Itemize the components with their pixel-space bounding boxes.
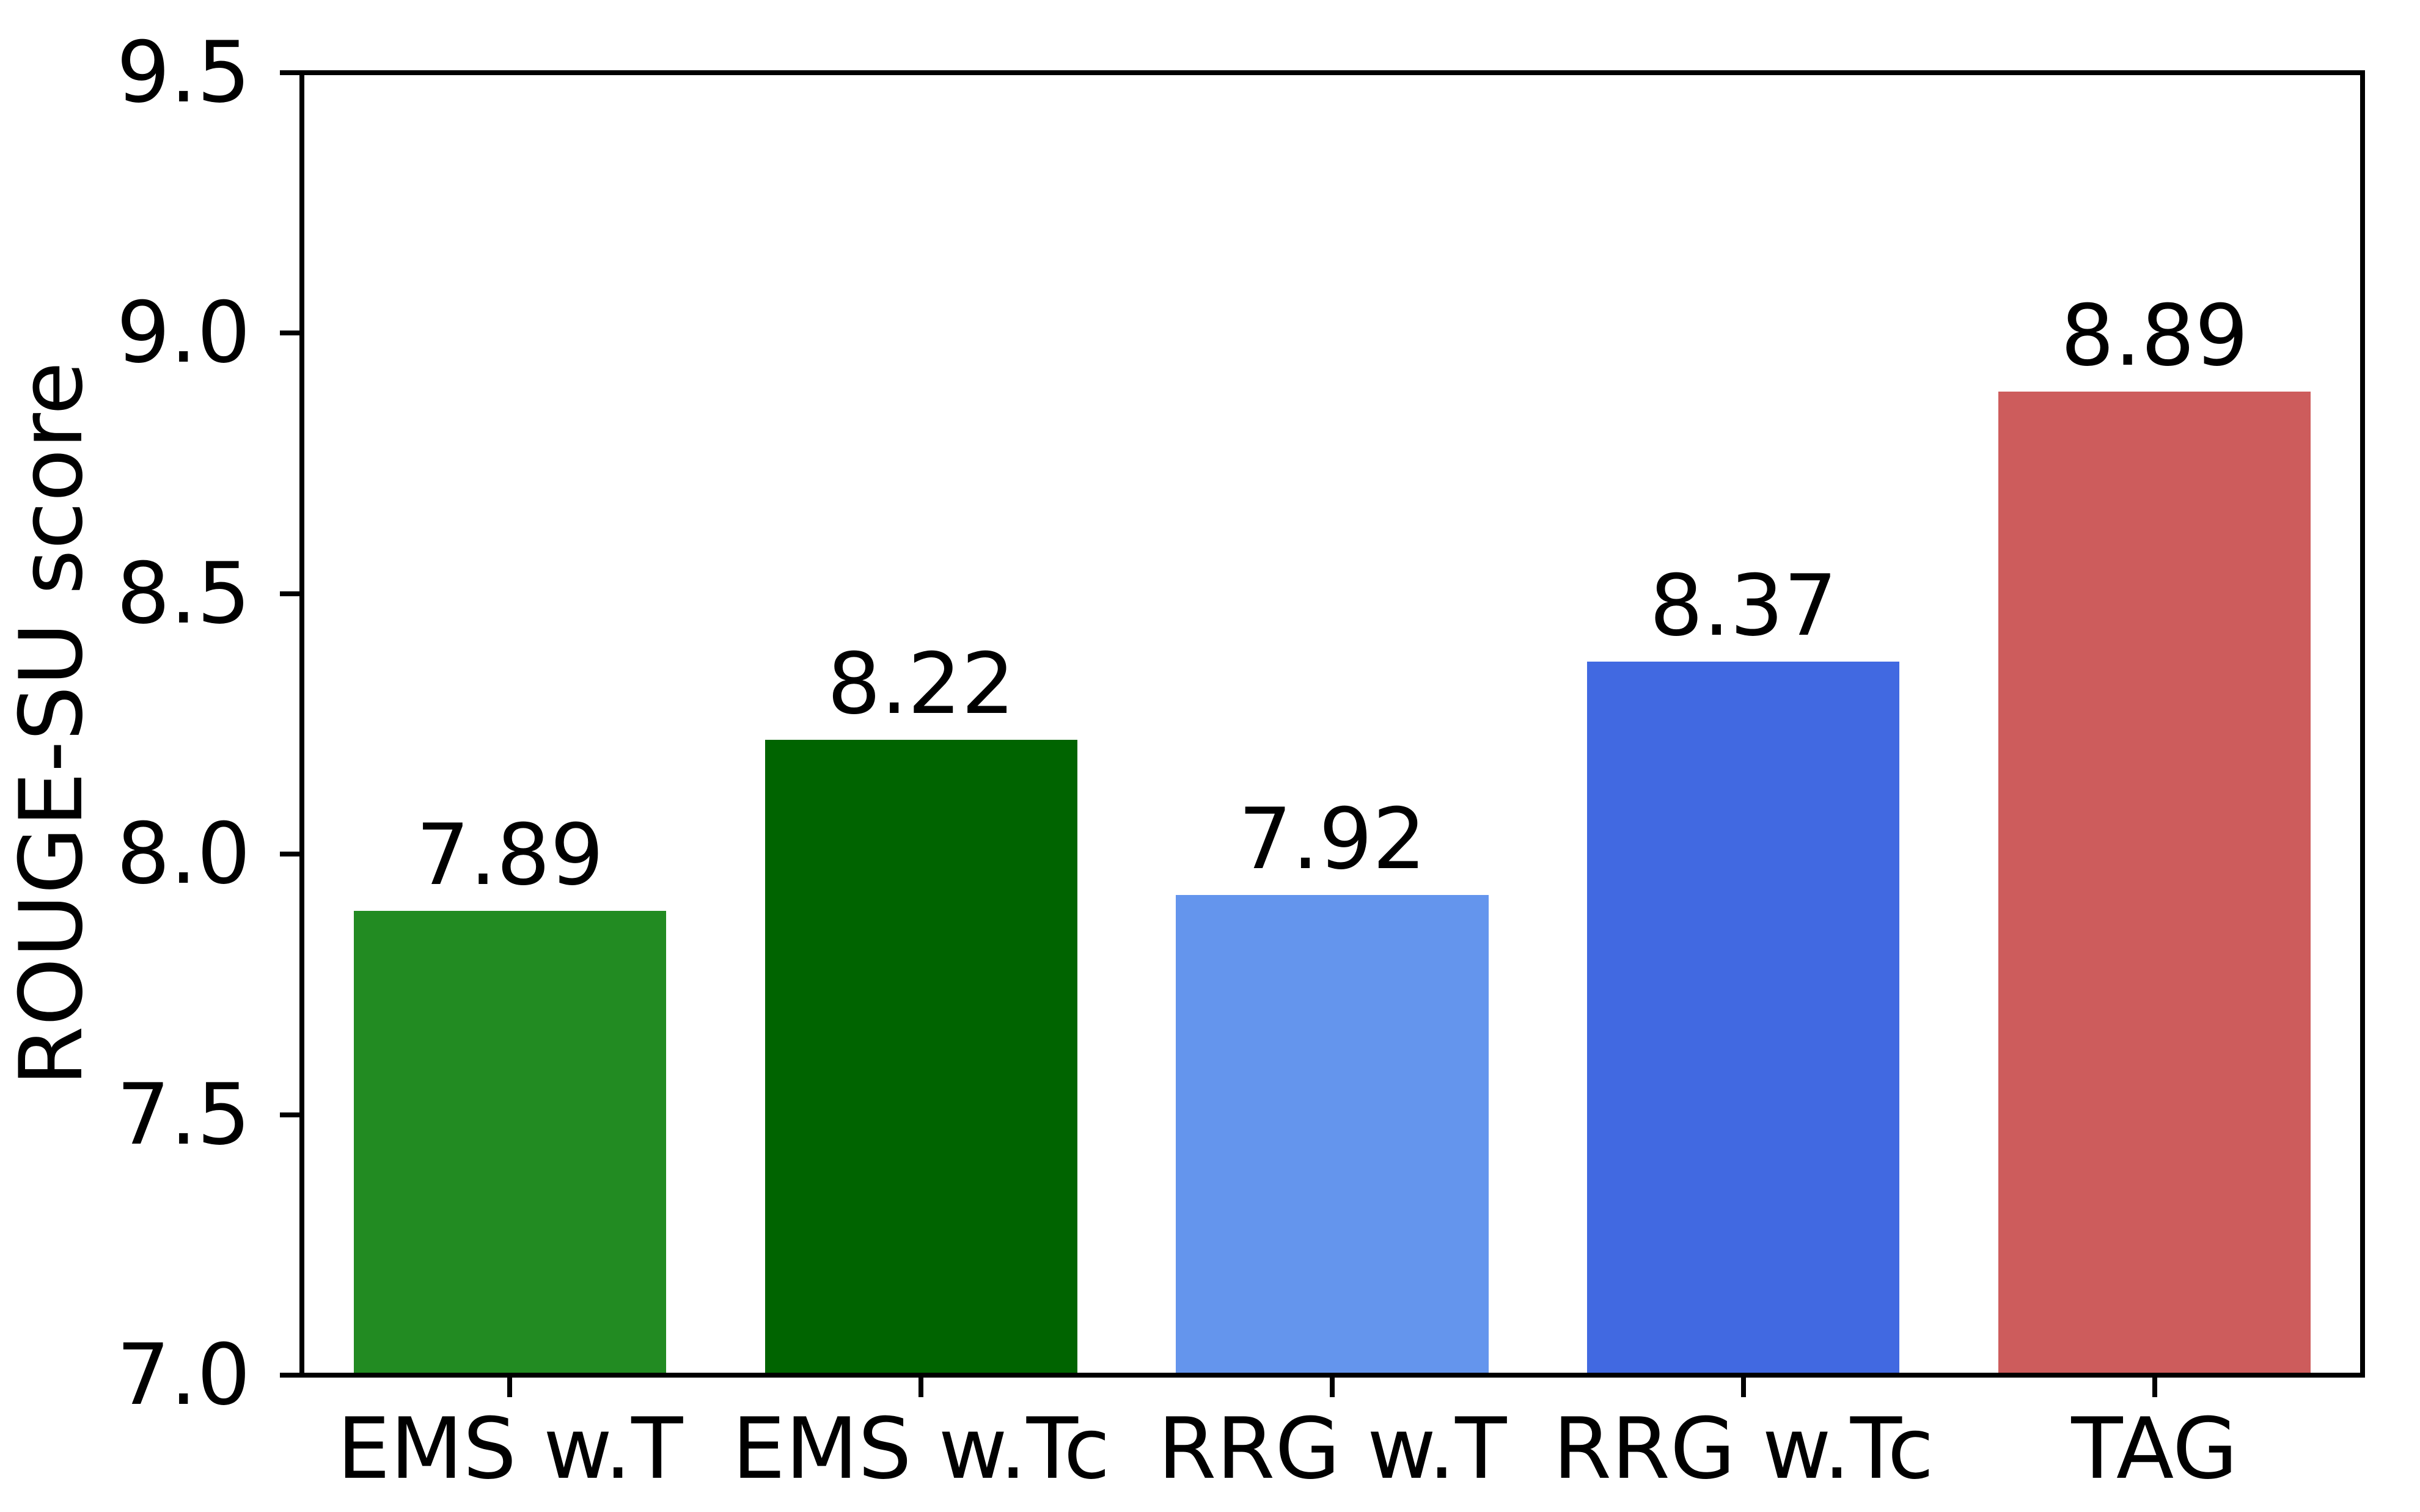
bar-tag xyxy=(1998,392,2311,1373)
bar-value-label: 8.37 xyxy=(1649,557,1838,656)
y-tick-label: 7.0 xyxy=(116,1326,251,1424)
x-tick-label: RRG w.Tc xyxy=(1553,1400,1934,1498)
y-tick-mark xyxy=(280,1373,299,1378)
y-tick-label: 9.5 xyxy=(116,23,251,122)
bar-value-label: 8.22 xyxy=(827,634,1015,733)
y-tick-label: 7.5 xyxy=(116,1065,251,1164)
y-tick-mark xyxy=(280,70,299,75)
bar-value-label: 8.89 xyxy=(2060,287,2249,385)
x-tick-mark xyxy=(919,1378,924,1397)
bar-rrg-w-t xyxy=(1176,895,1489,1373)
y-tick-label: 9.0 xyxy=(116,283,251,382)
x-tick-mark xyxy=(1740,1378,1746,1397)
y-tick-mark xyxy=(280,1112,299,1117)
plot-area xyxy=(299,70,2365,1378)
bar-ems-w-t xyxy=(353,910,667,1373)
x-tick-label: RRG w.T xyxy=(1157,1400,1507,1498)
x-tick-label: EMS w.T xyxy=(337,1400,683,1498)
y-axis-label: ROUGE-SU score xyxy=(1,361,102,1087)
x-tick-mark xyxy=(1330,1378,1335,1397)
y-tick-mark xyxy=(280,852,299,857)
bar-rrg-w-tc xyxy=(1587,662,1900,1373)
bar-value-label: 7.89 xyxy=(416,805,604,904)
y-tick-label: 8.0 xyxy=(116,805,251,904)
bar-ems-w-tc xyxy=(765,739,1077,1373)
x-tick-mark xyxy=(507,1378,513,1397)
y-tick-label: 8.5 xyxy=(116,544,251,643)
y-tick-mark xyxy=(280,331,299,336)
y-tick-mark xyxy=(280,591,299,596)
x-tick-label: TAG xyxy=(2071,1400,2238,1498)
x-tick-label: EMS w.Tc xyxy=(732,1400,1110,1498)
x-tick-mark xyxy=(2152,1378,2157,1397)
bar-value-label: 7.92 xyxy=(1238,790,1426,889)
